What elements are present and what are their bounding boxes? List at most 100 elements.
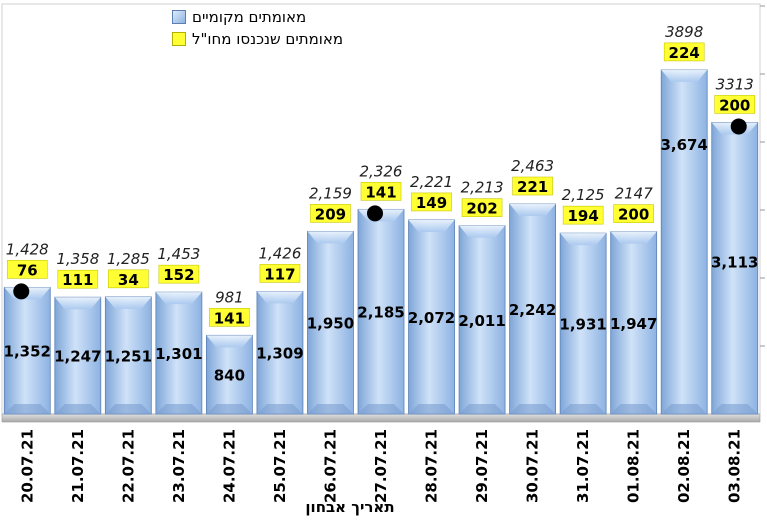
data-label-local: 1,950 bbox=[307, 315, 354, 333]
bar-abroad bbox=[108, 269, 149, 289]
bar-abroad bbox=[714, 95, 756, 114]
data-label-total: 2,125 bbox=[562, 186, 605, 204]
data-label-total: 2,213 bbox=[461, 179, 504, 197]
bar-local bbox=[660, 69, 708, 415]
data-label-abroad: 200 bbox=[719, 96, 750, 114]
bar-local bbox=[509, 203, 557, 415]
data-label-abroad: 76 bbox=[17, 261, 38, 279]
bar-local-bevel bbox=[155, 292, 202, 305]
bar-abroad bbox=[663, 42, 705, 62]
bar-local bbox=[205, 334, 253, 415]
bar-local bbox=[458, 225, 506, 415]
data-label-local: 1,301 bbox=[155, 345, 202, 363]
data-label-total: 981 bbox=[215, 288, 244, 306]
bar-local-bevel-bottom bbox=[459, 404, 506, 414]
x-tick-label: 29.07.21 bbox=[473, 429, 491, 503]
legend-swatch-abroad bbox=[172, 32, 186, 46]
data-label-total: 2147 bbox=[615, 185, 654, 203]
data-label-total: 3898 bbox=[665, 23, 703, 41]
data-label-total: 2,221 bbox=[410, 173, 453, 191]
bar-local-bevel bbox=[54, 297, 101, 310]
bar-local-bevel bbox=[560, 233, 607, 246]
data-label-local: 2,011 bbox=[458, 312, 505, 330]
x-tick-label: 22.07.21 bbox=[119, 429, 137, 503]
marker-dot bbox=[13, 283, 30, 300]
legend-label-local: מאומתים מקומיים bbox=[192, 8, 307, 26]
data-label-local: 1,251 bbox=[105, 347, 152, 365]
bar-local-bevel bbox=[408, 219, 455, 232]
x-axis-title: תאריך אבחון bbox=[305, 498, 394, 516]
bar-local bbox=[155, 291, 203, 415]
bar-abroad bbox=[562, 205, 604, 225]
legend-label-abroad: מאומתים שנכנסו מחו"ל bbox=[192, 30, 344, 48]
bar-local-bevel bbox=[256, 291, 303, 304]
bar-local bbox=[307, 230, 354, 415]
x-tick-label: 27.07.21 bbox=[372, 429, 390, 503]
x-tick-label: 25.07.21 bbox=[271, 429, 289, 503]
legend: מאומתים מקומיים מאומתים שנכנסו מחו"ל bbox=[172, 6, 343, 50]
data-label-local: 1,352 bbox=[4, 343, 51, 361]
x-tick-label: 20.07.21 bbox=[18, 429, 36, 503]
data-label-local: 2,242 bbox=[509, 301, 556, 319]
data-label-total: 1,426 bbox=[258, 244, 301, 262]
bar-local-bevel bbox=[307, 231, 354, 244]
bar-local-bevel bbox=[661, 69, 708, 82]
data-label-local: 2,072 bbox=[408, 309, 455, 327]
data-label-abroad: 221 bbox=[517, 178, 548, 196]
data-label-abroad: 141 bbox=[365, 183, 396, 201]
bar-local-bevel-bottom bbox=[4, 404, 51, 414]
data-label-total: 1,453 bbox=[157, 245, 200, 263]
data-label-total: 2,326 bbox=[360, 162, 403, 180]
data-label-local: 1,947 bbox=[610, 315, 657, 333]
bar-local bbox=[408, 219, 455, 415]
data-label-total: 3313 bbox=[716, 75, 754, 93]
data-label-total: 2,159 bbox=[309, 184, 352, 202]
bar-abroad bbox=[360, 182, 402, 201]
x-tick-label: 26.07.21 bbox=[321, 429, 339, 503]
bar-local bbox=[104, 296, 152, 415]
plot-floor bbox=[1, 413, 761, 423]
data-label-local: 1,309 bbox=[256, 345, 303, 363]
bar-local-bevel-bottom bbox=[560, 404, 607, 414]
x-tick-label: 30.07.21 bbox=[524, 429, 542, 503]
x-tick-label: 31.07.21 bbox=[574, 429, 592, 503]
bar-abroad bbox=[209, 308, 250, 327]
legend-swatch-local bbox=[172, 10, 186, 24]
data-label-abroad: 152 bbox=[163, 266, 194, 284]
bar-local bbox=[54, 296, 102, 415]
x-tick-label: 03.08.21 bbox=[726, 429, 744, 503]
bar-local-bevel-bottom bbox=[711, 404, 758, 414]
bar-local-bevel-bottom bbox=[256, 404, 303, 414]
bar-local-bevel-bottom bbox=[610, 404, 657, 414]
bar-abroad bbox=[57, 269, 99, 289]
bar-local-bevel bbox=[459, 225, 506, 238]
data-label-local: 840 bbox=[214, 367, 245, 385]
bar-abroad bbox=[158, 264, 200, 284]
bar-abroad bbox=[613, 204, 654, 223]
data-label-abroad: 111 bbox=[62, 271, 93, 289]
bar-abroad bbox=[461, 198, 503, 217]
bar-abroad bbox=[259, 264, 301, 283]
x-tick-label: 02.08.21 bbox=[675, 429, 693, 503]
x-tick-label: 23.07.21 bbox=[170, 429, 188, 503]
bar-local-bevel-bottom bbox=[358, 404, 404, 414]
x-tick-label: 01.08.21 bbox=[625, 429, 643, 503]
data-label-total: 2,463 bbox=[511, 157, 554, 175]
bar-local-bevel-bottom bbox=[105, 404, 152, 414]
bar-local bbox=[357, 208, 405, 415]
bar-local-bevel bbox=[206, 335, 253, 348]
bar-abroad bbox=[310, 204, 351, 223]
data-label-abroad: 117 bbox=[264, 265, 295, 283]
x-tick-label: 24.07.21 bbox=[220, 429, 238, 503]
data-label-abroad: 209 bbox=[315, 205, 346, 223]
bar-local-bevel bbox=[105, 296, 152, 309]
marker-dot bbox=[730, 118, 747, 135]
bar-local-bevel-bottom bbox=[307, 404, 354, 414]
data-label-local: 3,113 bbox=[711, 253, 758, 271]
data-label-local: 3,674 bbox=[660, 136, 707, 154]
data-label-abroad: 202 bbox=[466, 200, 497, 218]
bar-abroad bbox=[6, 260, 48, 279]
bar-local bbox=[3, 286, 51, 415]
